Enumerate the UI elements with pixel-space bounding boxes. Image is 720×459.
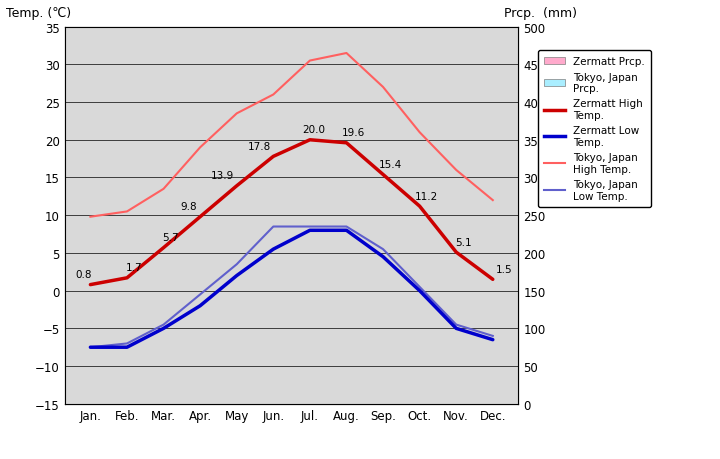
Bar bbox=[479, 347, 492, 404]
Bar bbox=[492, 374, 507, 404]
Bar bbox=[163, 325, 177, 404]
Bar bbox=[406, 347, 420, 404]
Text: 5.7: 5.7 bbox=[162, 233, 179, 242]
Bar bbox=[113, 359, 127, 404]
Bar bbox=[186, 359, 200, 404]
Text: 9.8: 9.8 bbox=[181, 202, 197, 212]
Bar bbox=[456, 332, 470, 404]
Bar bbox=[420, 257, 433, 404]
Text: Temp. (℃): Temp. (℃) bbox=[6, 7, 71, 20]
Text: 15.4: 15.4 bbox=[379, 160, 402, 169]
Bar bbox=[383, 250, 397, 404]
Text: 5.1: 5.1 bbox=[455, 237, 472, 247]
Text: 1.7: 1.7 bbox=[125, 263, 143, 273]
Text: 20.0: 20.0 bbox=[302, 125, 325, 135]
Bar bbox=[333, 340, 346, 404]
Text: 11.2: 11.2 bbox=[415, 191, 438, 201]
Bar bbox=[237, 295, 251, 404]
Bar bbox=[222, 336, 237, 404]
Bar bbox=[369, 347, 383, 404]
Bar bbox=[150, 359, 163, 404]
Text: 17.8: 17.8 bbox=[248, 141, 271, 151]
Bar bbox=[442, 347, 456, 404]
Bar bbox=[259, 336, 274, 404]
Text: 13.9: 13.9 bbox=[211, 171, 235, 181]
Bar bbox=[296, 336, 310, 404]
Legend: Zermatt Prcp., Tokyo, Japan
Prcp., Zermatt High
Temp., Zermatt Low
Temp., Tokyo,: Zermatt Prcp., Tokyo, Japan Prcp., Zerma… bbox=[538, 51, 652, 207]
Text: 0.8: 0.8 bbox=[75, 269, 91, 280]
Bar bbox=[200, 306, 214, 404]
Bar bbox=[274, 284, 287, 404]
Bar bbox=[91, 366, 104, 404]
Text: 1.5: 1.5 bbox=[495, 264, 512, 274]
Bar bbox=[346, 280, 361, 404]
Bar bbox=[76, 347, 91, 404]
Bar bbox=[310, 287, 324, 404]
Bar bbox=[127, 351, 141, 404]
Text: Prcp.  (mm): Prcp. (mm) bbox=[505, 7, 577, 20]
Text: 19.6: 19.6 bbox=[342, 128, 365, 138]
